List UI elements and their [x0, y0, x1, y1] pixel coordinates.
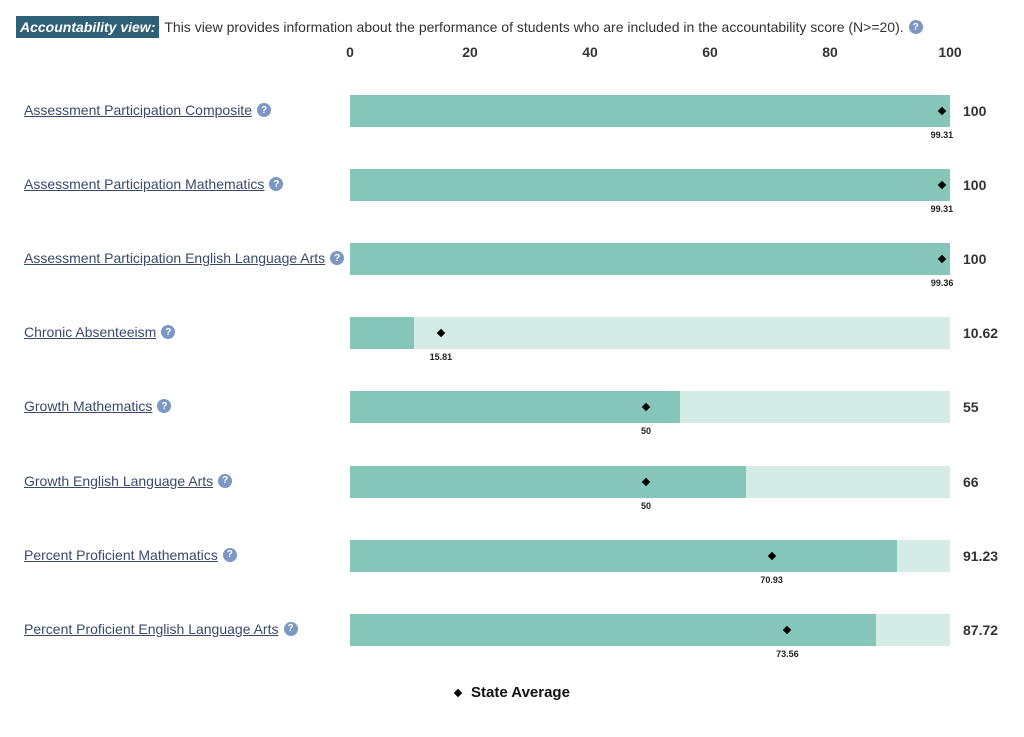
bar-value-label: 10.62 — [963, 325, 999, 342]
metric-link[interactable]: Assessment Participation Mathematics — [24, 176, 265, 193]
metric-link[interactable]: Growth English Language Arts — [24, 472, 214, 489]
question-circle-icon[interactable]: ? — [908, 20, 923, 34]
bar-fill — [350, 243, 950, 276]
header: Accountability view: This view provides … — [16, 16, 923, 38]
x-tick-label: 0 — [346, 44, 354, 60]
bar-track: 99.31 — [350, 95, 953, 140]
x-tick-label: 60 — [702, 44, 718, 60]
row-label: Percent Proficient English Language Arts… — [24, 621, 298, 637]
question-circle-icon[interactable]: ? — [269, 177, 284, 192]
state-average-label: 70.93 — [760, 574, 783, 585]
state-average-marker-icon — [453, 688, 463, 697]
row-label: Growth English Language Arts? — [24, 472, 233, 489]
state-average-label: 15.81 — [429, 352, 453, 363]
question-circle-icon[interactable]: ? — [257, 103, 271, 117]
metric-link[interactable]: Growth Mathematics — [24, 398, 153, 415]
bar-value-label: 100 — [963, 251, 987, 268]
metric-link[interactable]: Chronic Absenteeism — [24, 324, 157, 341]
row-label: Assessment Participation Composite? — [24, 102, 271, 118]
accountability-badge: Accountability view: — [16, 16, 160, 38]
state-average-label: 73.56 — [776, 648, 799, 659]
bar-fill — [350, 465, 746, 498]
bar-track: 73.56 — [350, 613, 950, 659]
bar-track: 70.93 — [350, 539, 950, 585]
row-label: Percent Proficient Mathematics? — [24, 547, 237, 563]
question-circle-icon[interactable]: ? — [283, 621, 298, 636]
state-average-label: 50 — [640, 426, 652, 437]
metric-link[interactable]: Assessment Participation English Languag… — [24, 250, 326, 267]
x-tick-label: 40 — [582, 44, 598, 60]
state-average-label: 99.31 — [930, 130, 954, 140]
bar-fill — [350, 613, 877, 646]
bar-value-label: 100 — [963, 103, 987, 119]
bar-value-label: 55 — [963, 399, 979, 416]
bar-track: 50 — [350, 465, 950, 511]
bar-track: 99.36 — [350, 243, 953, 288]
bar-track: 99.31 — [350, 169, 953, 214]
question-circle-icon[interactable]: ? — [222, 547, 237, 562]
question-circle-icon[interactable]: ? — [330, 251, 345, 266]
state-average-label: 99.36 — [930, 278, 954, 289]
x-tick-label: 80 — [822, 44, 838, 60]
bar-value-label: 91.23 — [963, 547, 999, 564]
bar-track: 50 — [350, 391, 950, 436]
row-label: Chronic Absenteeism? — [24, 324, 176, 341]
x-tick-label: 100 — [938, 44, 962, 60]
row-label: Assessment Participation Mathematics? — [24, 176, 284, 193]
row-label: Assessment Participation English Languag… — [24, 250, 345, 267]
bar-value-label: 66 — [963, 473, 979, 490]
row-label: Growth Mathematics? — [24, 398, 172, 415]
bar-value-label: 100 — [963, 177, 987, 194]
metric-link[interactable]: Percent Proficient Mathematics — [24, 546, 218, 563]
legend-label: State Average — [471, 684, 570, 701]
bar-fill — [350, 317, 414, 350]
question-circle-icon[interactable]: ? — [218, 473, 233, 488]
bar-value-label: 87.72 — [963, 621, 999, 638]
metric-link[interactable]: Percent Proficient English Language Arts — [24, 620, 279, 637]
question-circle-icon[interactable]: ? — [161, 325, 176, 340]
bar-fill — [350, 391, 680, 424]
state-average-label: 99.31 — [930, 204, 954, 215]
bar-track: 15.81 — [350, 317, 950, 362]
state-average-label: 50 — [640, 500, 652, 511]
bar-fill — [350, 539, 898, 572]
bar-fill — [350, 95, 950, 127]
header-description: This view provides information about the… — [164, 19, 904, 35]
legend: State Average — [453, 684, 570, 701]
question-circle-icon[interactable]: ? — [157, 399, 172, 414]
metric-link[interactable]: Assessment Participation Composite — [24, 102, 252, 118]
bar-fill — [350, 169, 950, 202]
state-average-marker — [436, 329, 446, 338]
x-tick-label: 20 — [462, 44, 478, 60]
